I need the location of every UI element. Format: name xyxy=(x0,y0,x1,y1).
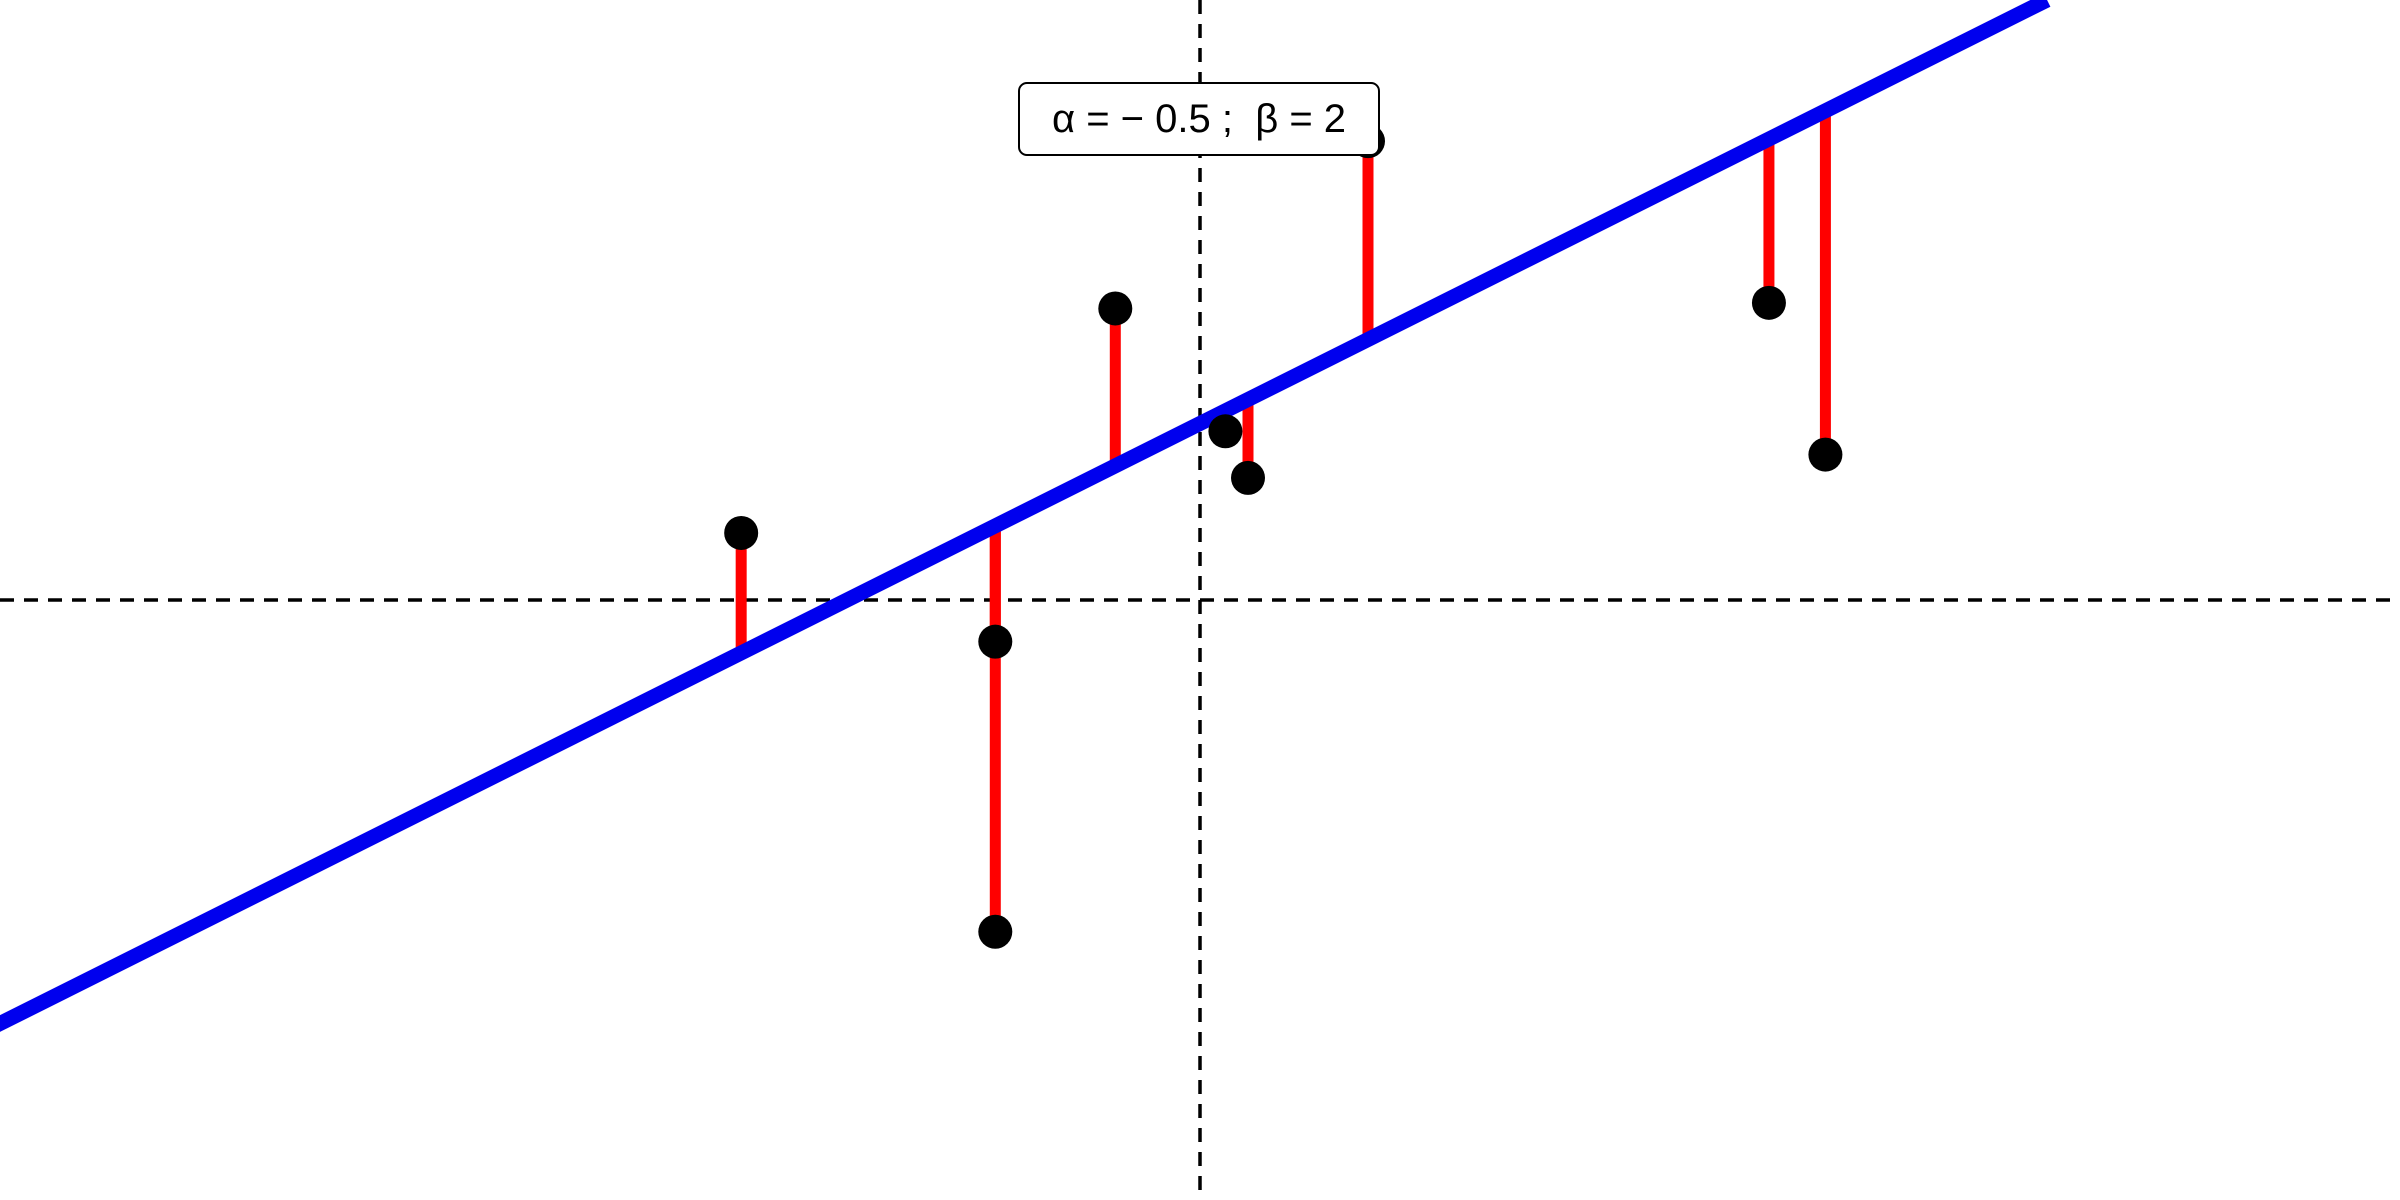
data-point-9 xyxy=(1808,437,1843,472)
data-point-8 xyxy=(1751,285,1786,320)
data-point-3 xyxy=(978,624,1013,659)
data-points xyxy=(724,124,1843,949)
fit-line-group xyxy=(0,0,2051,1032)
data-point-6 xyxy=(1231,460,1265,495)
data-point-1 xyxy=(724,515,759,550)
data-point-5 xyxy=(1208,414,1243,449)
parameter-annotation: α = − 0.5 ; β = 2 xyxy=(1018,82,1380,156)
fit-line xyxy=(0,0,2051,1032)
residual-segments xyxy=(735,110,1831,932)
data-point-4 xyxy=(1098,291,1133,326)
data-point-2 xyxy=(978,914,1013,949)
